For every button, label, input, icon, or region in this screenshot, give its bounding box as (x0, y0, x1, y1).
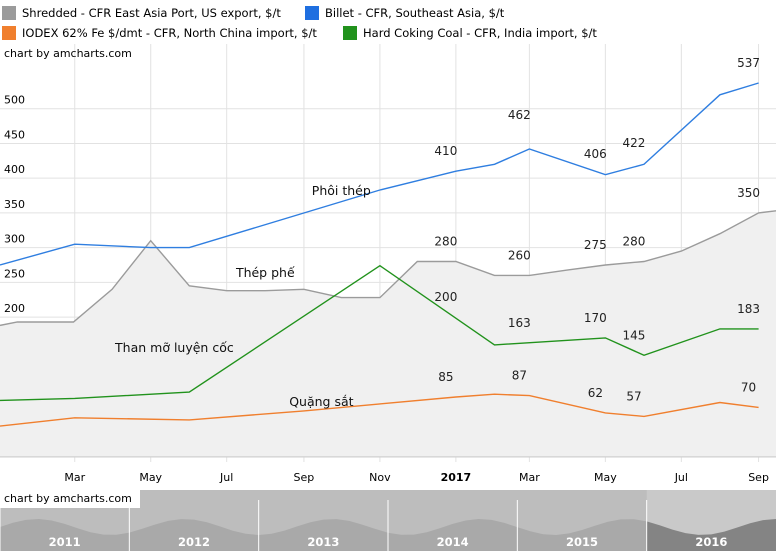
x-tick-label: 2017 (441, 471, 472, 484)
y-tick-label: 300 (4, 233, 25, 246)
data-label: 163 (508, 316, 531, 330)
data-label: 406 (584, 147, 607, 161)
series-area (0, 210, 776, 456)
y-tick-label: 500 (4, 94, 25, 107)
scrollbar-preview (129, 519, 259, 551)
data-label: 280 (434, 235, 457, 249)
series-annotation: Quặng sắt (289, 394, 353, 409)
series-annotation: Thép phế (235, 265, 295, 280)
series-line (0, 210, 776, 327)
legend-item-iodex[interactable]: IODEX 62% Fe $/dmt - CFR, North China im… (2, 26, 317, 40)
series-annotation: Phôi thép (312, 183, 371, 198)
x-tick-label: Sep (748, 471, 769, 484)
x-tick-label: Mar (64, 471, 85, 484)
scrollbar-selection (646, 490, 776, 551)
value-labels: 537 462 410 406 422 350 280 260 275 280 200 163 170 1… (434, 56, 760, 403)
legend-item-shredded[interactable]: Shredded - CFR East Asia Port, US export… (2, 6, 281, 20)
y-tick-label: 200 (4, 302, 25, 315)
data-label: 200 (434, 290, 457, 304)
legend-swatch-gray-icon (2, 6, 16, 20)
scrollbar-preview (646, 519, 776, 551)
series-line (0, 264, 759, 402)
x-tick-label: Mar (519, 471, 540, 484)
series-line (0, 82, 759, 266)
series-layer (0, 82, 776, 456)
x-tick-label: Jul (219, 471, 233, 484)
x-tick-label: Sep (294, 471, 315, 484)
data-label: 70 (741, 380, 756, 394)
x-tick-label: May (594, 471, 617, 484)
scrollbar-year-label[interactable]: 2016 (695, 535, 727, 549)
scrollbar-navigator: 2011 2012 2013 2014 2015 2016 (0, 490, 776, 551)
legend-item-coking-coal[interactable]: Hard Coking Coal - CFR, India import, $/… (343, 26, 597, 40)
scrollbar-credit-bg (0, 490, 140, 508)
data-label: 260 (508, 248, 531, 262)
annotations: Phôi thép Thép phế Than mỡ luyện cốc Quặng … (114, 183, 371, 409)
legend-label: IODEX 62% Fe $/dmt - CFR, North China im… (22, 26, 317, 40)
scrollbar-credit[interactable]: chart by amcharts.com (4, 492, 132, 505)
data-label: 85 (438, 370, 453, 384)
legend-item-billet[interactable]: Billet - CFR, Southeast Asia, $/t (305, 6, 504, 20)
data-label: 87 (512, 369, 527, 383)
data-label: 62 (588, 386, 603, 400)
data-label: 462 (508, 108, 531, 122)
series-annotation: Than mỡ luyện cốc (114, 340, 234, 355)
scrollbar-preview (388, 519, 518, 551)
data-label: 183 (737, 302, 760, 316)
data-label: 350 (737, 186, 760, 200)
y-tick-label: 350 (4, 198, 25, 211)
data-label: 170 (584, 311, 607, 325)
series-line (0, 393, 759, 427)
legend-swatch-orange-icon (2, 26, 16, 40)
x-tick-label: Jul (674, 471, 688, 484)
scrollbar-year-label[interactable]: 2015 (566, 535, 598, 549)
legend-label: Billet - CFR, Southeast Asia, $/t (325, 6, 505, 20)
data-label: 57 (626, 389, 641, 403)
scrollbar-preview (0, 519, 130, 551)
legend-swatch-blue-icon (305, 6, 319, 20)
chart-credit[interactable]: chart by amcharts.com (4, 47, 132, 60)
scrollbar-year-label[interactable]: 2014 (437, 535, 469, 549)
scrollbar-preview (517, 519, 647, 551)
data-label: 422 (623, 136, 646, 150)
scrollbar-year-label[interactable]: 2013 (307, 535, 339, 549)
y-tick-label: 250 (4, 267, 25, 280)
data-label: 145 (623, 328, 646, 342)
x-tick-label: Nov (369, 471, 391, 484)
legend-label: Shredded - CFR East Asia Port, US export… (22, 6, 281, 20)
legend: Shredded - CFR East Asia Port, US export… (0, 0, 776, 44)
scrollbar-year-label[interactable]: 2012 (178, 535, 210, 549)
legend-label: Hard Coking Coal - CFR, India import, $/… (363, 26, 597, 40)
y-tick-label: 450 (4, 128, 25, 141)
data-label: 280 (623, 235, 646, 249)
y-tick-label: 400 (4, 163, 25, 176)
scrollbar-year-label[interactable]: 2011 (49, 535, 81, 549)
data-label: 537 (737, 56, 760, 70)
data-label: 275 (584, 238, 607, 252)
legend-swatch-green-icon (343, 26, 357, 40)
scrollbar-preview (258, 519, 388, 551)
x-axis: Mar May Jul Sep Nov 2017 Mar May Jul Sep (64, 471, 769, 484)
x-tick-label: May (139, 471, 162, 484)
data-label: 410 (434, 144, 457, 158)
